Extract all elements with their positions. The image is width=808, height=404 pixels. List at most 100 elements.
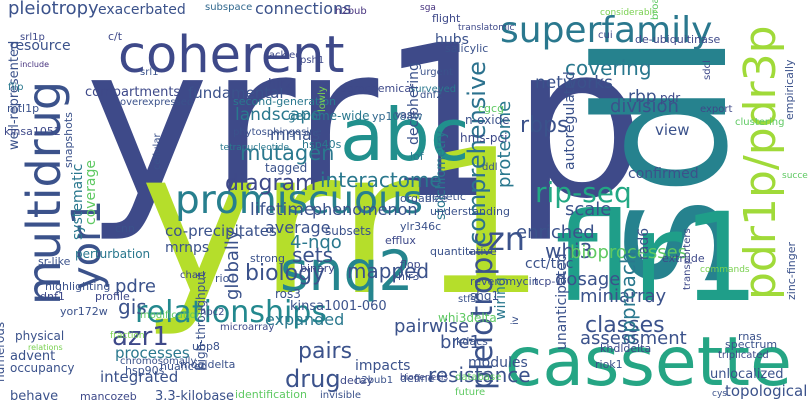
word: processes	[115, 344, 190, 362]
word: flip	[8, 82, 23, 93]
word: triplicated	[718, 350, 769, 361]
word: tagged	[265, 161, 307, 175]
word: export	[700, 104, 732, 115]
word: cys	[712, 389, 727, 399]
word: relationships	[135, 295, 327, 330]
word: abc	[340, 93, 469, 177]
word: cellular	[152, 133, 163, 170]
word: ddl	[482, 162, 497, 173]
word: biology	[245, 261, 325, 286]
word: considerable	[600, 8, 658, 18]
word: fraction	[110, 331, 145, 341]
word: assessment	[580, 328, 687, 349]
word: snapshots	[62, 112, 75, 168]
word: modification	[140, 310, 202, 321]
word: topological	[725, 382, 807, 400]
word: tackled	[265, 50, 302, 61]
word: co-precipitates	[165, 222, 277, 240]
word: efflux	[385, 234, 416, 247]
word: hir3	[398, 270, 420, 283]
word: exacerbated	[98, 2, 186, 18]
word: bre1	[440, 332, 481, 353]
word: fundamental	[188, 84, 284, 102]
word: rip-seq	[535, 176, 632, 209]
word: resistance	[428, 363, 531, 387]
word: cnn	[115, 222, 135, 235]
word: proteome	[494, 101, 515, 188]
word: highlighting	[45, 280, 110, 293]
word: include	[20, 60, 49, 69]
word: tetranucleotide	[220, 143, 289, 153]
word: autoregulated	[562, 71, 578, 170]
word: kinsa1052	[4, 125, 61, 138]
word: classes	[585, 313, 665, 338]
word: reveromycin	[470, 275, 539, 288]
word: relations	[28, 343, 63, 352]
word: behave	[10, 389, 58, 404]
word: occupancy	[10, 361, 74, 375]
word: sdl	[559, 32, 768, 290]
word: database	[455, 372, 501, 383]
word: hms-pci	[460, 131, 507, 145]
word: lifetime	[250, 200, 314, 220]
word: flight	[432, 12, 461, 25]
word: second-generation	[233, 95, 336, 108]
word: resource	[10, 38, 71, 54]
word: cassette	[505, 323, 792, 402]
word: binary	[300, 262, 335, 275]
word: rio1	[215, 272, 236, 285]
word: organize	[400, 192, 448, 205]
word: subsets	[325, 224, 371, 238]
word: pairs	[298, 339, 352, 364]
word: srl1p	[20, 32, 45, 43]
word: impacts	[355, 358, 410, 374]
word: wiring	[493, 277, 509, 320]
word: kdacs	[456, 335, 488, 348]
word: broad	[650, 0, 661, 20]
word: mtl1p	[7, 102, 39, 115]
word: unlocalized	[710, 367, 783, 382]
word: spectrum	[725, 338, 777, 351]
word: coherent	[118, 26, 345, 85]
word: deciphering	[406, 62, 422, 145]
word: perturbation	[75, 247, 150, 261]
word: dosage	[555, 269, 620, 290]
word: clustering	[735, 117, 784, 128]
word: dnf2	[420, 90, 443, 101]
word: interactome	[320, 168, 442, 192]
word: enriched	[516, 222, 595, 243]
word: drug	[285, 365, 341, 393]
word: approach	[616, 251, 640, 345]
word: decay	[340, 374, 374, 387]
word: hpc2	[200, 307, 225, 318]
word: rbp	[628, 87, 657, 107]
word: sets	[292, 243, 333, 267]
word: sdcl	[702, 60, 713, 80]
word: comprehensive	[463, 61, 491, 245]
word: mancozeb	[80, 390, 137, 403]
word: khdldelta	[600, 342, 651, 355]
word: 4-nqo	[290, 232, 342, 253]
word: ylr346c	[400, 220, 441, 233]
word: division	[610, 96, 679, 117]
word: biogenesis	[400, 373, 448, 383]
word: 3.3-kilobase	[155, 389, 234, 404]
word: yor172w	[60, 305, 108, 318]
word: de-ubiquitinase	[635, 33, 721, 46]
word: numerous	[0, 322, 7, 382]
word: hir2	[268, 77, 293, 92]
word: understanding	[430, 205, 510, 218]
word: phenomenon	[312, 200, 418, 219]
word: nuanced	[160, 360, 207, 373]
word: chromosomally	[120, 356, 196, 367]
word: coverage	[83, 160, 99, 225]
word: commands	[700, 265, 750, 275]
word: integrated	[100, 368, 178, 386]
word: modules	[468, 355, 528, 371]
word: hubs	[435, 32, 469, 48]
word: yor1	[64, 200, 110, 290]
word: strong	[250, 252, 285, 265]
word: phytosphingosine	[233, 127, 322, 138]
word: promiscuous	[175, 178, 423, 223]
